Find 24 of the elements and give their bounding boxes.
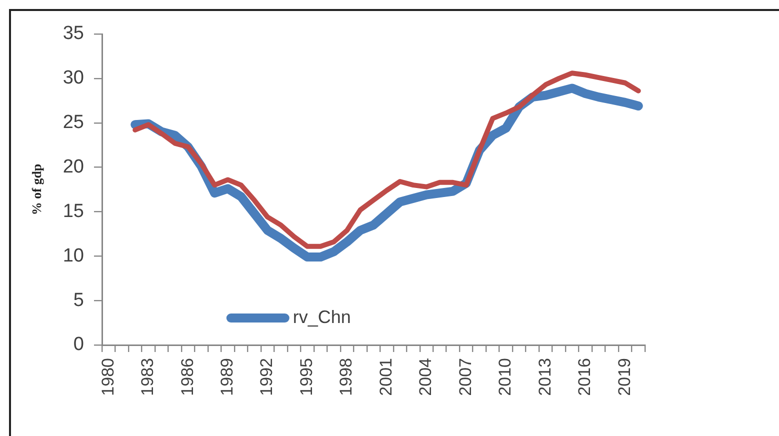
x-tick-label: 2007 <box>456 358 475 396</box>
x-tick-label: 2004 <box>416 358 436 396</box>
y-tick-label: 25 <box>62 112 84 134</box>
y-tick-label: 20 <box>62 156 84 178</box>
x-tick-label: 2019 <box>614 358 634 396</box>
y-tick-label: 10 <box>62 245 84 266</box>
x-tick-label: 1998 <box>336 358 356 396</box>
x-tick-label: 1983 <box>138 358 158 396</box>
x-tick-label: 1980 <box>98 358 118 396</box>
y-tick-label: 5 <box>73 290 84 311</box>
x-tick-label: 1986 <box>178 358 197 396</box>
x-tick-label: 2016 <box>575 358 594 396</box>
x-tick-label: 2010 <box>496 358 515 396</box>
y-tick-label: 35 <box>62 23 84 44</box>
x-tick-label: 1992 <box>257 358 276 396</box>
y-tick-label: 15 <box>62 200 84 222</box>
x-tick-label: 2013 <box>535 358 554 396</box>
x-tick-label: 1995 <box>296 358 316 396</box>
y-axis-title: % of gdp <box>29 164 44 216</box>
y-tick-label: 30 <box>62 68 84 89</box>
y-tick-label: 0 <box>73 334 84 356</box>
legend-label: rv_Chn <box>292 306 351 327</box>
x-tick-label: 1989 <box>218 358 237 396</box>
x-tick-label: 2001 <box>376 358 396 396</box>
